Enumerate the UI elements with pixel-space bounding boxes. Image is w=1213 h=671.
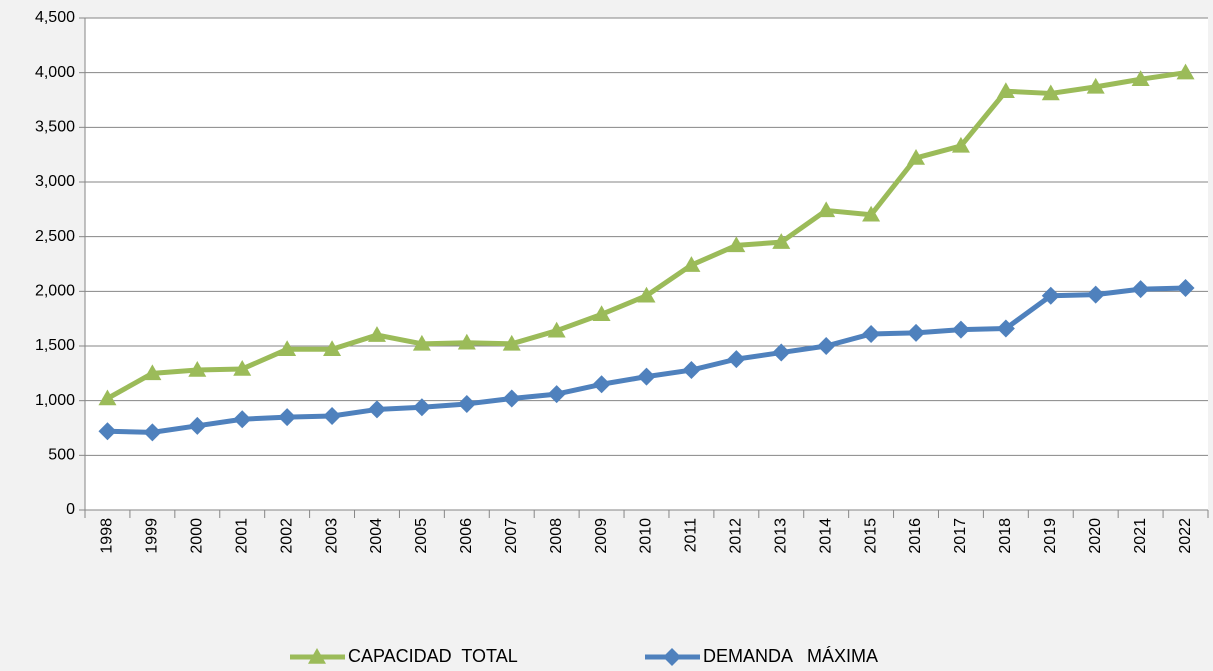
x-tick-label: 2004 bbox=[368, 518, 385, 554]
data-point bbox=[817, 337, 836, 355]
data-point bbox=[1131, 280, 1150, 299]
x-tick-label: 2016 bbox=[907, 518, 924, 554]
plot-area bbox=[85, 18, 1208, 510]
data-point bbox=[188, 361, 207, 377]
data-point bbox=[547, 385, 566, 404]
data-point bbox=[951, 136, 970, 153]
x-tick-label: 2001 bbox=[233, 518, 250, 554]
y-tick-label: 4,500 bbox=[35, 9, 75, 26]
x-tick-label: 2021 bbox=[1132, 518, 1149, 554]
data-point bbox=[323, 340, 342, 357]
data-point bbox=[996, 82, 1015, 99]
legend-marker bbox=[308, 648, 326, 664]
x-tick-label: 2003 bbox=[323, 518, 340, 554]
data-point bbox=[502, 389, 521, 408]
data-point bbox=[1131, 70, 1150, 86]
y-tick-label: 3,000 bbox=[35, 173, 75, 190]
x-tick-label: 2013 bbox=[772, 518, 789, 554]
data-point bbox=[278, 340, 297, 357]
x-tick-label: 2008 bbox=[548, 518, 565, 554]
data-point bbox=[862, 324, 881, 343]
x-tick-label: 2019 bbox=[1042, 518, 1059, 554]
y-tick-label: 2,000 bbox=[35, 283, 75, 300]
x-tick-label: 1999 bbox=[144, 518, 161, 554]
data-point bbox=[502, 334, 521, 351]
x-tick-label: 2005 bbox=[413, 518, 430, 554]
data-point bbox=[457, 394, 476, 413]
y-tick-label: 1,500 bbox=[35, 337, 75, 354]
x-tick-label: 2007 bbox=[503, 518, 520, 554]
x-tick-label: 2002 bbox=[278, 518, 295, 554]
y-tick-label: 3,500 bbox=[35, 119, 75, 136]
data-point bbox=[772, 233, 791, 249]
data-point bbox=[951, 320, 970, 339]
x-tick-label: 2014 bbox=[817, 518, 834, 554]
data-point bbox=[323, 406, 342, 425]
data-point bbox=[907, 323, 926, 342]
data-point bbox=[637, 367, 656, 386]
data-point bbox=[637, 286, 656, 303]
data-point bbox=[1041, 286, 1060, 305]
data-point bbox=[817, 201, 836, 218]
x-tick-label: 1998 bbox=[99, 518, 116, 554]
data-point bbox=[143, 364, 162, 381]
data-point bbox=[907, 148, 926, 165]
x-tick-label: 2011 bbox=[683, 518, 700, 553]
y-tick-label: 2,500 bbox=[35, 228, 75, 245]
data-point bbox=[996, 319, 1015, 338]
x-tick-label: 2020 bbox=[1087, 518, 1104, 554]
data-point bbox=[367, 326, 386, 342]
data-point bbox=[98, 422, 117, 441]
legend-label: DEMANDA MÁXIMA bbox=[703, 646, 878, 666]
y-tick-label: 1,000 bbox=[35, 392, 75, 409]
legend-marker bbox=[663, 648, 681, 666]
x-tick-label: 2010 bbox=[638, 518, 655, 554]
y-tick-label: 0 bbox=[66, 501, 75, 518]
data-point bbox=[682, 361, 701, 380]
data-point bbox=[1086, 285, 1105, 304]
x-tick-label: 2018 bbox=[997, 518, 1014, 554]
data-point bbox=[98, 389, 117, 406]
x-tick-label: 2022 bbox=[1177, 518, 1194, 554]
legend-label: CAPACIDAD TOTAL bbox=[348, 646, 518, 666]
data-point bbox=[1176, 63, 1195, 80]
y-tick-label: 4,000 bbox=[35, 64, 75, 81]
data-point bbox=[233, 359, 252, 376]
x-tick-label: 2012 bbox=[728, 518, 745, 554]
x-tick-label: 2015 bbox=[862, 518, 879, 554]
data-point bbox=[862, 205, 881, 222]
x-tick-label: 2009 bbox=[593, 518, 610, 554]
data-point bbox=[367, 400, 386, 419]
data-point bbox=[772, 343, 791, 362]
data-point bbox=[412, 334, 431, 351]
data-point bbox=[1086, 77, 1105, 94]
data-point bbox=[412, 398, 431, 417]
data-point bbox=[1176, 279, 1195, 298]
y-tick-label: 500 bbox=[48, 447, 75, 464]
data-point bbox=[592, 305, 611, 322]
data-point bbox=[727, 236, 746, 253]
data-point bbox=[727, 350, 746, 369]
data-point bbox=[592, 375, 611, 394]
data-point bbox=[233, 410, 252, 429]
data-point bbox=[1041, 84, 1060, 101]
data-point bbox=[143, 423, 162, 442]
x-tick-label: 2017 bbox=[952, 518, 969, 554]
x-tick-label: 2006 bbox=[458, 518, 475, 554]
data-point bbox=[188, 416, 207, 435]
data-point bbox=[682, 256, 701, 272]
data-point bbox=[547, 321, 566, 338]
x-tick-label: 2000 bbox=[189, 518, 206, 554]
data-point bbox=[457, 333, 476, 350]
data-point bbox=[278, 408, 297, 427]
